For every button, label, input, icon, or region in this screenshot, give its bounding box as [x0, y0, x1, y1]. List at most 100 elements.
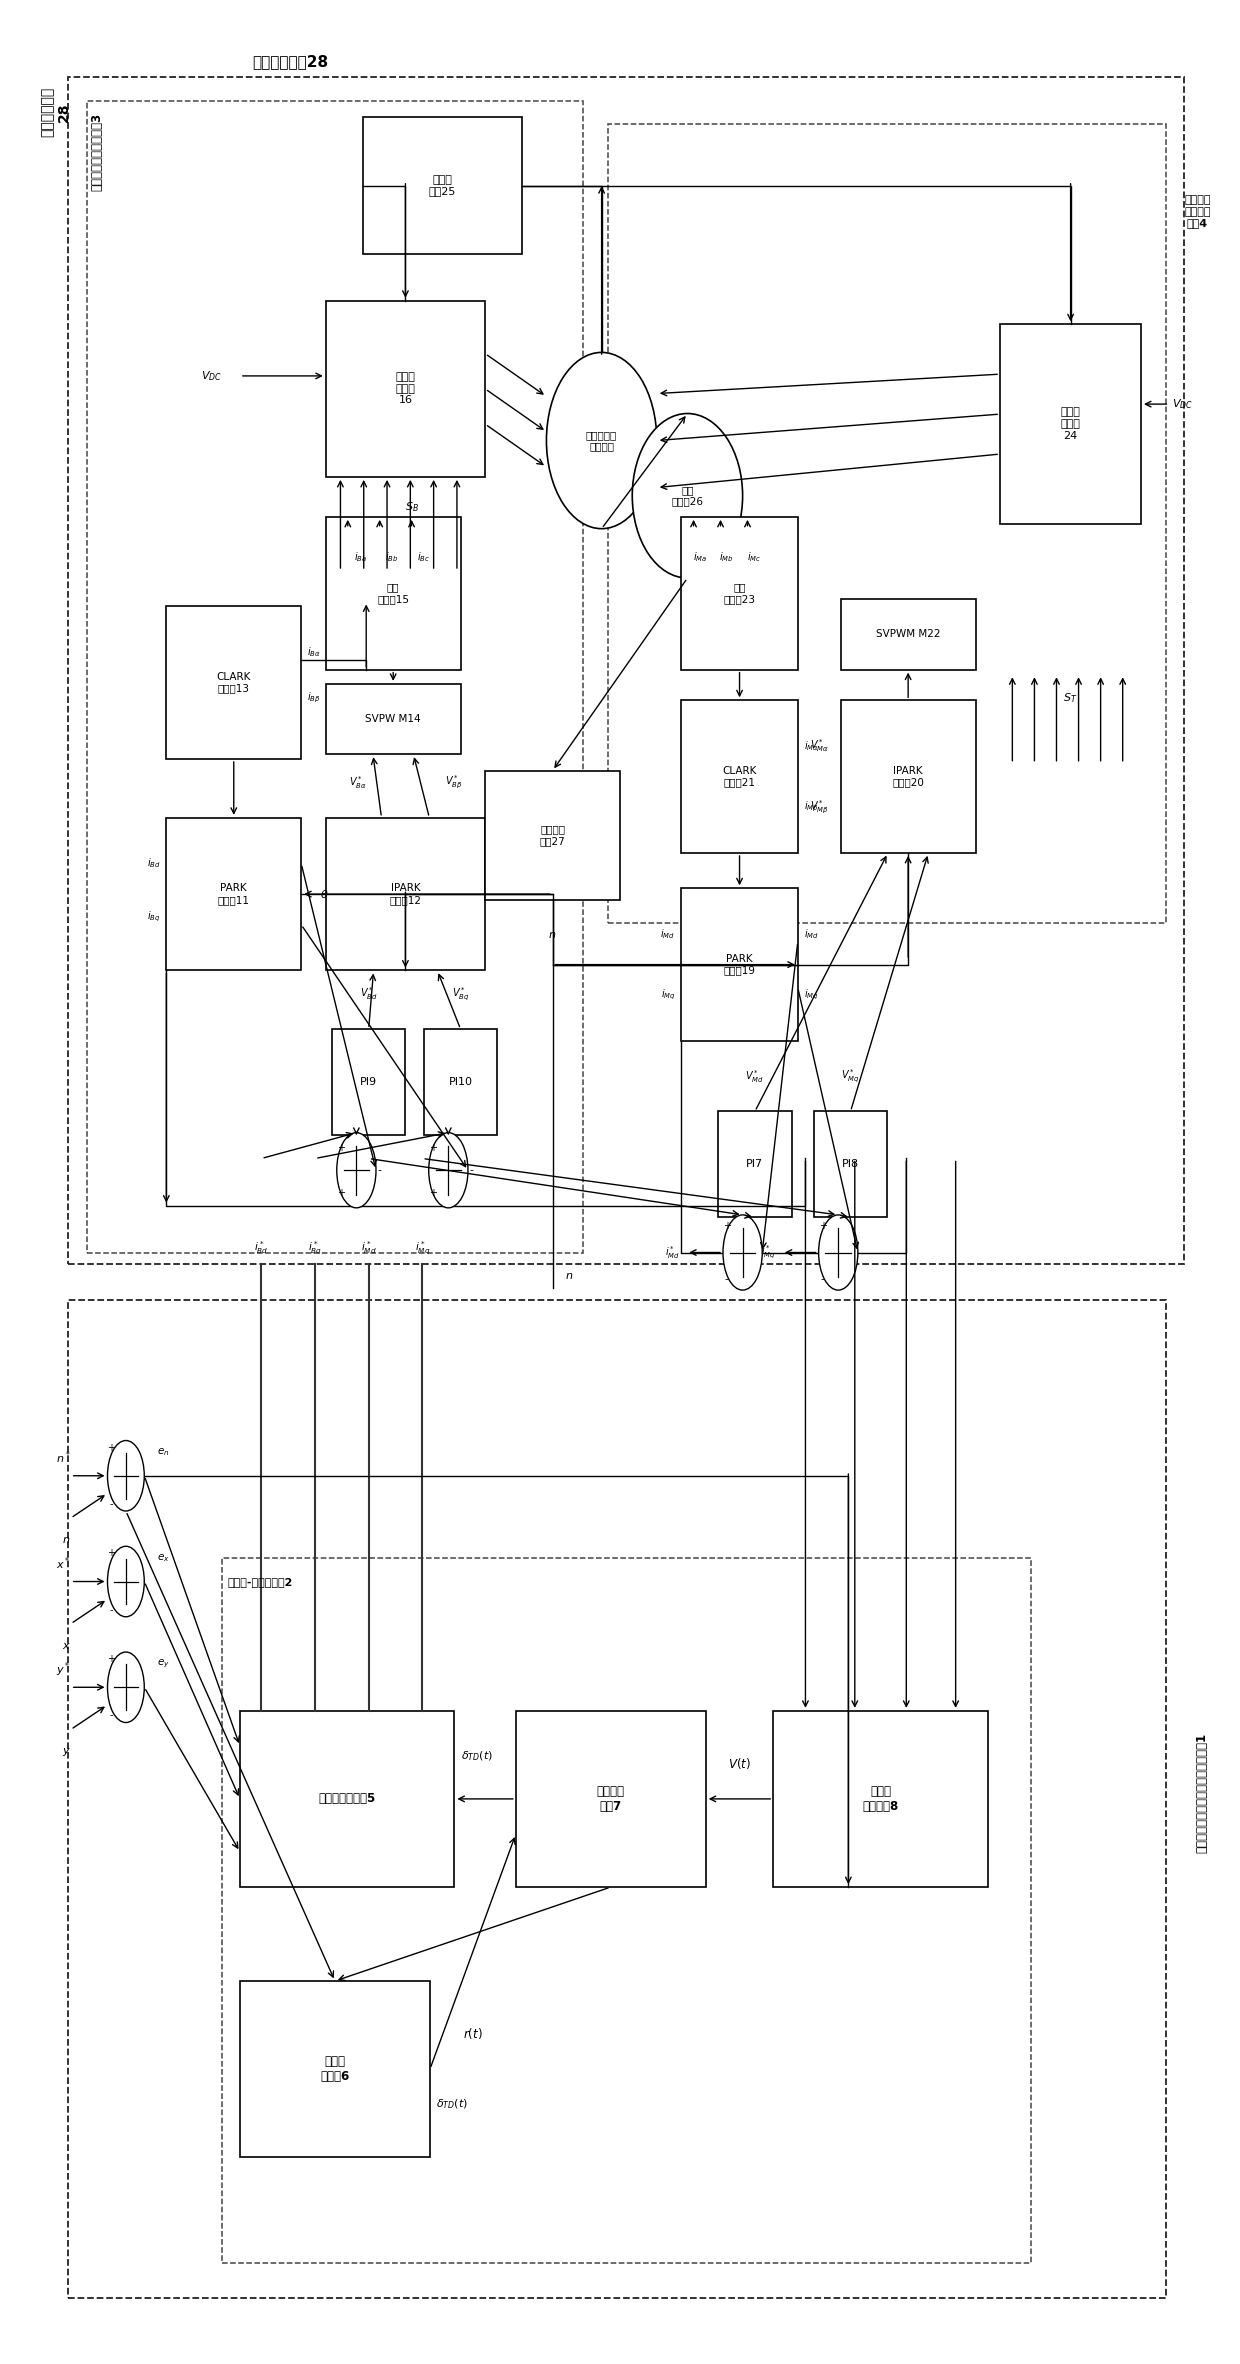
- Text: $i_{Ba}$: $i_{Ba}$: [353, 551, 367, 563]
- Text: $e_x$: $e_x$: [156, 1553, 170, 1565]
- Bar: [326, 818, 485, 972]
- Text: $e_n$: $e_n$: [156, 1447, 169, 1459]
- Bar: [424, 1028, 497, 1135]
- Text: $i_{Ma}$: $i_{Ma}$: [693, 551, 707, 563]
- Circle shape: [429, 1132, 467, 1208]
- Text: 无轴承永磁同步电机强化学习控制器1: 无轴承永磁同步电机强化学习控制器1: [1195, 1733, 1209, 1853]
- Text: +: +: [107, 1442, 115, 1451]
- Bar: [326, 683, 460, 754]
- Circle shape: [723, 1215, 763, 1291]
- Bar: [239, 1981, 430, 2158]
- Text: $i_{Bd}^*$: $i_{Bd}^*$: [254, 1239, 269, 1255]
- Text: 强化信
号模块6: 强化信 号模块6: [320, 2054, 350, 2083]
- Text: $n^*$: $n^*$: [56, 1449, 71, 1466]
- Circle shape: [337, 1132, 376, 1208]
- Text: IPARK
变换器12: IPARK 变换器12: [389, 884, 422, 905]
- Text: $n$: $n$: [62, 1534, 71, 1546]
- Circle shape: [108, 1546, 144, 1617]
- Bar: [774, 1712, 988, 1886]
- Bar: [68, 78, 1184, 1265]
- Bar: [166, 818, 301, 972]
- Text: $i_{Bc}$: $i_{Bc}$: [418, 551, 430, 563]
- Bar: [362, 118, 522, 253]
- Text: $r(t)$: $r(t)$: [463, 2026, 482, 2042]
- Text: 无轴承永磁
同步电机: 无轴承永磁 同步电机: [587, 430, 618, 452]
- Ellipse shape: [632, 414, 743, 579]
- Text: $i_{M\alpha}$: $i_{M\alpha}$: [804, 740, 818, 754]
- Text: 转矩绕组
电流控制
模块4: 转矩绕组 电流控制 模块4: [1184, 194, 1210, 229]
- Text: PARK
变换器19: PARK 变换器19: [724, 953, 755, 976]
- Text: PI10: PI10: [449, 1078, 472, 1087]
- Text: PI9: PI9: [360, 1078, 377, 1087]
- Text: -: -: [109, 1605, 113, 1615]
- Text: +: +: [107, 1548, 115, 1558]
- Text: $V_{Bd}^*$: $V_{Bd}^*$: [360, 986, 377, 1002]
- Text: $S_T$: $S_T$: [1064, 690, 1078, 704]
- Text: $V_{Mq}^*$: $V_{Mq}^*$: [841, 1069, 859, 1085]
- Text: PI7: PI7: [746, 1158, 764, 1170]
- Text: +: +: [107, 1655, 115, 1664]
- Text: 电压源
逆变器
24: 电压源 逆变器 24: [1060, 407, 1080, 440]
- Text: 电压源
逆变器
16: 电压源 逆变器 16: [396, 371, 415, 407]
- Text: PARK
变换器11: PARK 变换器11: [218, 884, 249, 905]
- Text: 复合被控对象
28: 复合被控对象 28: [41, 87, 71, 137]
- Text: +: +: [337, 1142, 345, 1154]
- Text: $i_{Mq}^*$: $i_{Mq}^*$: [761, 1243, 776, 1262]
- Text: $V_{DC}$: $V_{DC}$: [201, 369, 222, 383]
- Ellipse shape: [547, 352, 657, 530]
- Text: $i_{Md}^*$: $i_{Md}^*$: [665, 1243, 680, 1260]
- Bar: [166, 605, 301, 759]
- Bar: [332, 1028, 405, 1135]
- Text: $y^*$: $y^*$: [56, 1660, 71, 1678]
- Circle shape: [818, 1215, 858, 1291]
- Text: -: -: [470, 1165, 474, 1175]
- Text: $i_{Md}$: $i_{Md}$: [660, 927, 675, 941]
- Text: $e_y$: $e_y$: [156, 1657, 170, 1669]
- Text: $V_{Bq}^*$: $V_{Bq}^*$: [451, 986, 469, 1002]
- Text: $i_{Mc}$: $i_{Mc}$: [746, 551, 761, 563]
- Text: $i_{B\beta}$: $i_{B\beta}$: [308, 690, 321, 704]
- Text: +: +: [429, 1187, 436, 1199]
- Text: 电流
传感器15: 电流 传感器15: [377, 582, 409, 605]
- Text: -: -: [109, 1499, 113, 1508]
- Text: +: +: [818, 1222, 827, 1232]
- Bar: [841, 700, 976, 853]
- Bar: [718, 1111, 791, 1217]
- Text: -: -: [821, 1274, 825, 1284]
- Text: $\delta_{TD}(t)$: $\delta_{TD}(t)$: [460, 1749, 492, 1764]
- Bar: [87, 102, 583, 1253]
- Text: $V_{Md}^*$: $V_{Md}^*$: [745, 1069, 764, 1085]
- Text: PI8: PI8: [842, 1158, 859, 1170]
- Text: 光电
编码器26: 光电 编码器26: [671, 485, 703, 506]
- Text: $V_{M\alpha}^*$: $V_{M\alpha}^*$: [810, 738, 828, 754]
- Text: 评价器
神经网络8: 评价器 神经网络8: [863, 1785, 899, 1813]
- Text: SVPWM M22: SVPWM M22: [875, 629, 940, 638]
- Circle shape: [108, 1440, 144, 1511]
- Text: SVPW M14: SVPW M14: [366, 714, 422, 723]
- Text: $i_{Mq}^*$: $i_{Mq}^*$: [414, 1239, 430, 1258]
- Text: $i_{M\beta}$: $i_{M\beta}$: [804, 799, 818, 813]
- Bar: [681, 518, 797, 669]
- Text: $S_B$: $S_B$: [404, 501, 419, 515]
- Text: $V_{M\beta}^*$: $V_{M\beta}^*$: [810, 799, 828, 816]
- Bar: [681, 889, 797, 1040]
- Text: $i_{Mb}$: $i_{Mb}$: [719, 551, 734, 563]
- Text: 复合被控对象28: 复合被控对象28: [252, 54, 329, 69]
- Text: $i_{Md}$: $i_{Md}$: [804, 927, 818, 941]
- Text: 位移传
感器25: 位移传 感器25: [429, 175, 456, 196]
- Text: $n$: $n$: [565, 1272, 573, 1281]
- Text: $i_{Mq}$: $i_{Mq}$: [661, 988, 675, 1002]
- Bar: [326, 518, 460, 669]
- Text: $i_{Bq}^*$: $i_{Bq}^*$: [308, 1239, 322, 1258]
- Text: $i_{Mq}$: $i_{Mq}$: [804, 988, 818, 1002]
- Bar: [326, 300, 485, 478]
- Text: $i_{Bd}$: $i_{Bd}$: [146, 856, 160, 870]
- Bar: [239, 1712, 455, 1886]
- Bar: [222, 1558, 1030, 2262]
- Text: 执行器-评价器模块2: 执行器-评价器模块2: [228, 1577, 293, 1586]
- Text: $V(t)$: $V(t)$: [728, 1756, 751, 1771]
- Bar: [1001, 324, 1141, 525]
- Text: $V_{B\beta}^*$: $V_{B\beta}^*$: [444, 773, 463, 792]
- Bar: [841, 598, 976, 669]
- Text: +: +: [337, 1187, 345, 1199]
